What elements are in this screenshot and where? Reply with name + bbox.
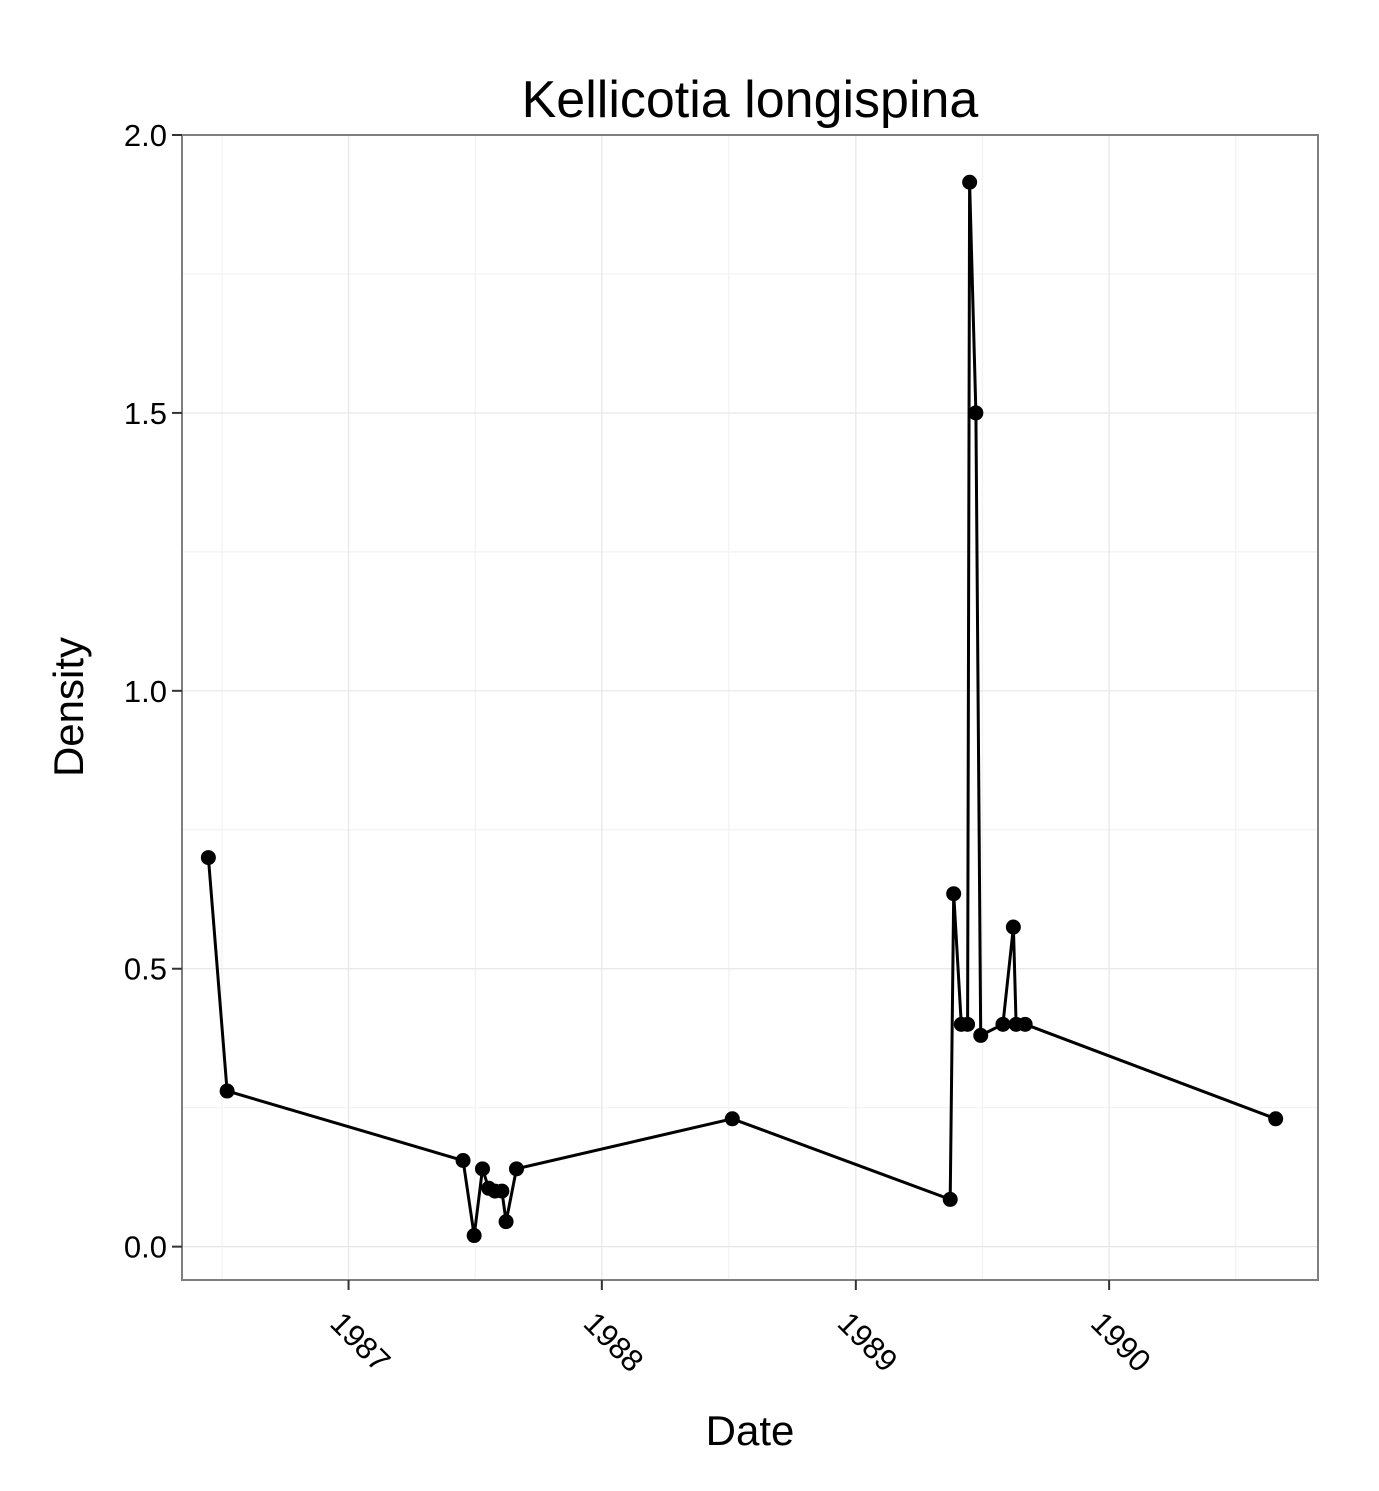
data-point	[946, 886, 962, 902]
y-tick-label: 1.5	[124, 396, 167, 431]
y-axis-title: Density	[45, 637, 92, 777]
data-point	[200, 850, 216, 866]
data-point	[1268, 1111, 1284, 1127]
y-tick-label: 1.0	[124, 674, 167, 709]
y-axis: 0.0 0.5 1.0 1.5 2.0	[124, 118, 182, 1265]
data-point	[498, 1214, 514, 1230]
data-point	[973, 1027, 989, 1043]
grid-layer	[182, 134, 1318, 1280]
data-point	[968, 405, 984, 421]
data-point	[1017, 1016, 1033, 1032]
data-point	[942, 1191, 958, 1207]
x-tick-label: 1989	[831, 1305, 905, 1379]
data-point	[508, 1161, 524, 1177]
chart-title: Kellicotia longispina	[522, 71, 979, 129]
y-tick-label: 0.5	[124, 952, 167, 987]
data-point	[995, 1016, 1011, 1032]
x-axis-title: Date	[706, 1407, 795, 1454]
x-tick-label: 1990	[1084, 1305, 1158, 1379]
data-point	[474, 1161, 490, 1177]
data-point	[219, 1083, 235, 1099]
x-axis: 1987 1988 1989 1990	[324, 1280, 1158, 1379]
data-point	[962, 174, 978, 190]
data-point	[466, 1228, 482, 1244]
data-point	[494, 1183, 510, 1199]
x-tick-label: 1987	[324, 1305, 398, 1379]
data-point	[724, 1111, 740, 1127]
data-point	[455, 1152, 471, 1168]
y-tick-label: 0.0	[124, 1230, 167, 1265]
x-tick-label: 1988	[577, 1305, 651, 1379]
data-point	[960, 1016, 976, 1032]
plot-panel-border	[181, 134, 1319, 1281]
y-tick-label: 2.0	[124, 118, 167, 153]
series-layer	[200, 174, 1284, 1244]
density-line	[206, 182, 1277, 1236]
data-point	[1005, 919, 1021, 935]
